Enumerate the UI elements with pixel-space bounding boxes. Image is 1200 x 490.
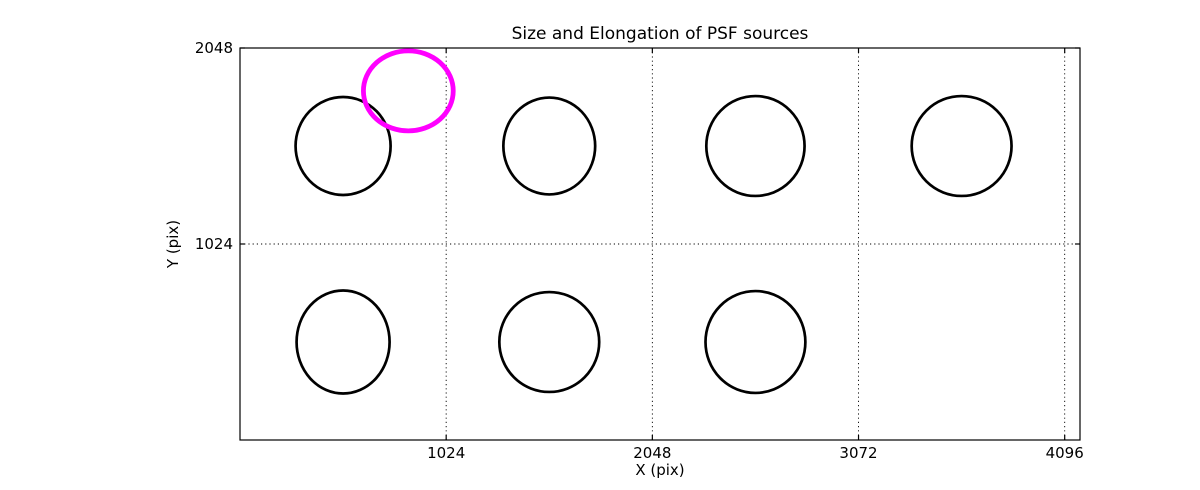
flagged-source-ellipse bbox=[361, 48, 456, 134]
psf-source-ellipse bbox=[910, 94, 1013, 198]
psf-source-ellipse bbox=[704, 289, 807, 395]
y-tick-label: 1024 bbox=[194, 235, 233, 253]
x-tick-label: 3072 bbox=[839, 444, 878, 462]
psf-source-ellipse bbox=[294, 95, 392, 197]
psf-source-ellipse bbox=[497, 290, 601, 394]
x-axis-label: X (pix) bbox=[635, 461, 685, 479]
x-tick-label: 1024 bbox=[427, 444, 466, 462]
x-tick-label: 4096 bbox=[1045, 444, 1084, 462]
psf-source-ellipse bbox=[502, 96, 597, 196]
psf-source-ellipse bbox=[295, 289, 391, 395]
chart-title: Size and Elongation of PSF sources bbox=[511, 24, 809, 44]
x-tick-label: 2048 bbox=[633, 444, 672, 462]
psf-source-ellipse bbox=[704, 94, 806, 198]
y-tick-label: 2048 bbox=[194, 39, 233, 57]
